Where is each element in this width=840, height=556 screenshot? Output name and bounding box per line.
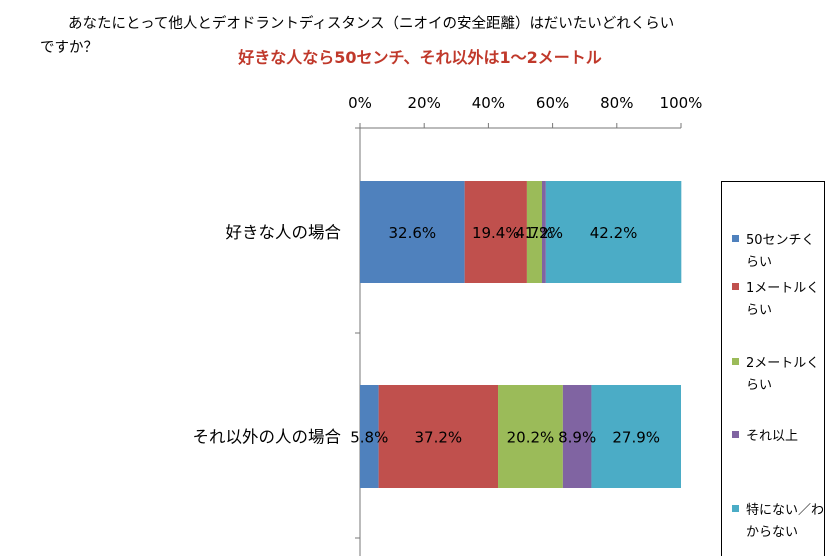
legend-item-50cm: 50センチくらい — [732, 230, 824, 274]
question-text: あなたにとって他人とデオドラントディスタンス（ニオイの安全距離）はだいたいどれく… — [40, 16, 675, 56]
data-label: 32.6% — [388, 224, 436, 242]
legend-label-50cm: 50センチくらい — [746, 233, 815, 270]
bar-segment — [562, 385, 592, 488]
category-label: それ以外の人の場合 — [193, 428, 342, 447]
legend-label-none: 特にない／わからない — [746, 503, 825, 540]
data-label: 27.9% — [612, 429, 660, 447]
legend-swatch-1m — [732, 283, 739, 290]
legend-swatch-50cm — [732, 235, 739, 242]
data-label: 19.4% — [472, 224, 520, 242]
data-label: 1.2% — [525, 224, 563, 242]
bar-segment — [464, 181, 527, 283]
x-tick-label: 40% — [472, 94, 505, 112]
bar-segment — [545, 181, 682, 283]
legend-item-1m: 1メートルくらい — [732, 278, 824, 322]
chart-legend: 50センチくらい 1メートルくらい 2メートルくらい それ以上 特にない／わから… — [721, 181, 825, 556]
legend-item-more: それ以上 — [732, 426, 824, 448]
legend-label-1m: 1メートルくらい — [746, 281, 820, 318]
bar-segment — [360, 181, 465, 283]
bar-segment — [498, 385, 563, 488]
chart-subtitle: 好きな人なら50センチ、それ以外は1～2メートル — [238, 48, 602, 67]
data-label: 4.7% — [515, 224, 553, 242]
data-label: 20.2% — [507, 429, 555, 447]
bar-segment — [542, 181, 546, 283]
legend-swatch-more — [732, 431, 739, 438]
x-tick-label: 60% — [536, 94, 569, 112]
legend-item-none: 特にない／わからない — [732, 500, 824, 544]
bar-segment — [591, 385, 681, 488]
bar-segment — [360, 385, 379, 488]
x-tick-label: 20% — [408, 94, 441, 112]
legend-swatch-2m — [732, 358, 739, 365]
legend-label-more: それ以上 — [746, 429, 799, 444]
bar-segment — [526, 181, 543, 283]
bar-segment — [378, 385, 499, 488]
category-label: 好きな人の場合 — [226, 223, 342, 242]
data-label: 8.9% — [558, 429, 596, 447]
legend-swatch-none — [732, 505, 739, 512]
legend-item-2m: 2メートルくらい — [732, 353, 824, 397]
data-label: 5.8% — [350, 429, 388, 447]
legend-label-2m: 2メートルくらい — [746, 356, 820, 393]
data-label: 42.2% — [590, 224, 638, 242]
data-label: 37.2% — [414, 429, 462, 447]
x-tick-label: 0% — [348, 94, 372, 112]
x-tick-label: 80% — [600, 94, 633, 112]
x-tick-label: 100% — [660, 94, 703, 112]
